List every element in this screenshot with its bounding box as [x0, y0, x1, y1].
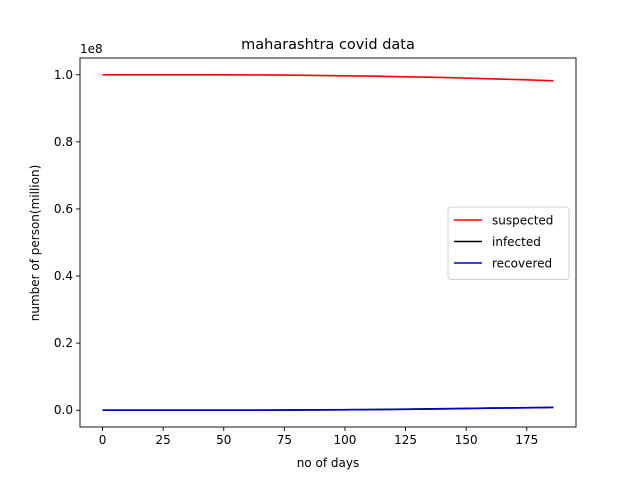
plot-frame	[79, 57, 577, 428]
legend-label-recovered: recovered	[492, 257, 552, 271]
y-tick-label: 0.4	[54, 269, 73, 283]
plot-area: 0 25 50 75 100 125 150 175 0.0 0.2 0.4 0.6 0.8 1.0 sus…	[54, 57, 577, 447]
x-tick-label: 75	[277, 433, 292, 447]
x-tick-label: 175	[515, 433, 538, 447]
x-tick-label: 100	[334, 433, 357, 447]
legend-box	[447, 206, 570, 280]
y-tick-label: 0.8	[54, 135, 73, 149]
series-line-suspected	[102, 73, 554, 82]
y-tick-label: 1.0	[54, 68, 73, 82]
legend-label-infected: infected	[492, 235, 541, 249]
x-tick-label: 125	[394, 433, 417, 447]
series-line-recovered	[102, 406, 554, 412]
x-tick-label: 0	[99, 433, 107, 447]
y-axis-offset-label: 1e8	[80, 42, 103, 56]
x-tick-label: 25	[156, 433, 171, 447]
legend-label-suspected: suspected	[492, 214, 553, 228]
x-tick-label: 50	[216, 433, 231, 447]
x-axis-label: no of days	[297, 456, 359, 470]
x-tick-label: 150	[455, 433, 478, 447]
y-axis-label: number of person(million)	[28, 165, 42, 322]
chart-title: maharashtra covid data	[241, 37, 415, 53]
y-tick-label: 0.0	[54, 403, 73, 417]
y-tick-label: 0.2	[54, 336, 73, 350]
y-tick-label: 0.6	[54, 202, 73, 216]
